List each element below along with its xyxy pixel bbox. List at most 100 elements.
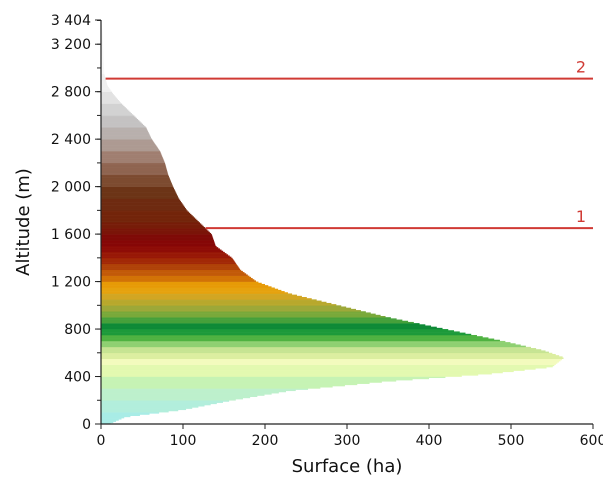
profile-bar: [101, 91, 113, 94]
profile-bar: [101, 130, 149, 133]
profile-bar: [101, 414, 140, 416]
profile-bar: [101, 297, 307, 299]
profile-bar: [101, 121, 141, 123]
profile-bar: [101, 99, 119, 102]
profile-bar: [101, 147, 158, 149]
profile-bar: [101, 170, 168, 172]
profile-bar: [101, 215, 193, 217]
profile-bar: [101, 146, 158, 148]
profile-bar: [101, 399, 236, 401]
profile-bar: [101, 353, 556, 356]
profile-bar: [101, 287, 275, 290]
profile-bar: [101, 337, 489, 339]
profile-bar: [101, 52, 104, 55]
profile-bar: [101, 338, 495, 341]
profile-bar: [101, 123, 144, 126]
profile-bar: [101, 86, 109, 89]
profile-bar: [101, 108, 128, 110]
profile-bar: [101, 71, 105, 73]
profile-bar: [101, 348, 537, 350]
profile-bar: [101, 299, 317, 301]
profile-bar: [101, 171, 168, 173]
profile-bar: [101, 325, 432, 327]
profile-bar: [101, 137, 152, 140]
profile-bar: [101, 312, 371, 314]
profile-bar: [101, 250, 224, 253]
profile-bar: [101, 65, 104, 68]
profile-bar: [101, 50, 104, 52]
profile-bar: [101, 357, 564, 360]
profile-bar: [101, 330, 455, 332]
profile-bar: [101, 369, 525, 371]
profile-bar: [101, 96, 116, 98]
profile-bar: [101, 162, 166, 165]
profile-bar: [101, 314, 381, 317]
x-tick-label: 300: [334, 433, 361, 449]
profile-bar: [101, 192, 177, 195]
profile-bar: [101, 186, 174, 189]
y-axis-title: Altitude (m): [13, 168, 34, 276]
profile-bar: [101, 228, 207, 230]
profile-bar: [101, 225, 204, 228]
profile-bar: [101, 134, 150, 136]
profile-bar: [101, 229, 208, 231]
profile-bar: [101, 288, 279, 291]
profile-bar: [101, 289, 282, 292]
y-tick-label: 2 000: [51, 180, 91, 196]
profile-bar: [101, 35, 103, 38]
profile-bar: [101, 37, 103, 39]
profile-bar: [101, 332, 466, 335]
profile-bar: [101, 397, 243, 400]
profile-bar: [101, 362, 558, 364]
profile-bar: [101, 327, 443, 330]
y-tick-label: 3 404: [51, 13, 91, 29]
profile-bar: [101, 282, 262, 285]
y-tick-label: 3 200: [51, 37, 91, 53]
profile-bar: [101, 380, 397, 382]
profile-bar: [101, 44, 104, 46]
profile-bar: [101, 401, 223, 403]
profile-bar: [101, 358, 562, 361]
profile-bar: [101, 212, 191, 215]
profile-bar: [101, 101, 120, 103]
profile-bar: [101, 273, 247, 275]
profile-bar: [101, 92, 113, 95]
profile-bar: [101, 280, 256, 282]
profile-bar: [101, 300, 322, 303]
profile-bar: [101, 315, 386, 318]
profile-bar: [101, 267, 240, 269]
profile-bar: [101, 221, 199, 223]
profile-bar: [101, 294, 297, 297]
profile-bar: [101, 76, 106, 78]
profile-bar: [101, 291, 285, 293]
profile-bar: [101, 72, 105, 75]
profile-bar: [101, 124, 145, 127]
profile-bar: [101, 48, 104, 51]
profile-bar: [101, 248, 220, 250]
y-axis-ticks: 0 400 800 1 200 1 600 2 000 2 400 2 800 3 200 3 4…: [51, 13, 101, 433]
profile-bar: [101, 88, 110, 90]
profile-bar: [101, 378, 413, 381]
profile-bar: [101, 141, 154, 144]
profile-bar: [101, 367, 547, 369]
profile-bar: [101, 261, 236, 263]
profile-bar: [101, 75, 105, 77]
profile-bar: [101, 64, 104, 66]
profile-bar: [101, 168, 167, 171]
profile-bar: [101, 160, 165, 163]
profile-bar: [101, 77, 106, 79]
y-tick-label: 0: [82, 417, 91, 433]
x-tick-label: 200: [252, 433, 279, 449]
profile-bar: [101, 405, 205, 407]
profile-bar: [101, 152, 161, 154]
profile-bar: [101, 393, 272, 395]
profile-bar: [101, 54, 104, 57]
profile-bar: [101, 29, 103, 32]
profile-bar: [101, 179, 171, 181]
profile-bar: [101, 56, 104, 58]
profile-bar: [101, 166, 167, 168]
profile-bar: [101, 370, 514, 373]
profile-bar: [101, 32, 103, 34]
profile-bar: [101, 184, 173, 186]
profile-bar: [101, 79, 107, 82]
